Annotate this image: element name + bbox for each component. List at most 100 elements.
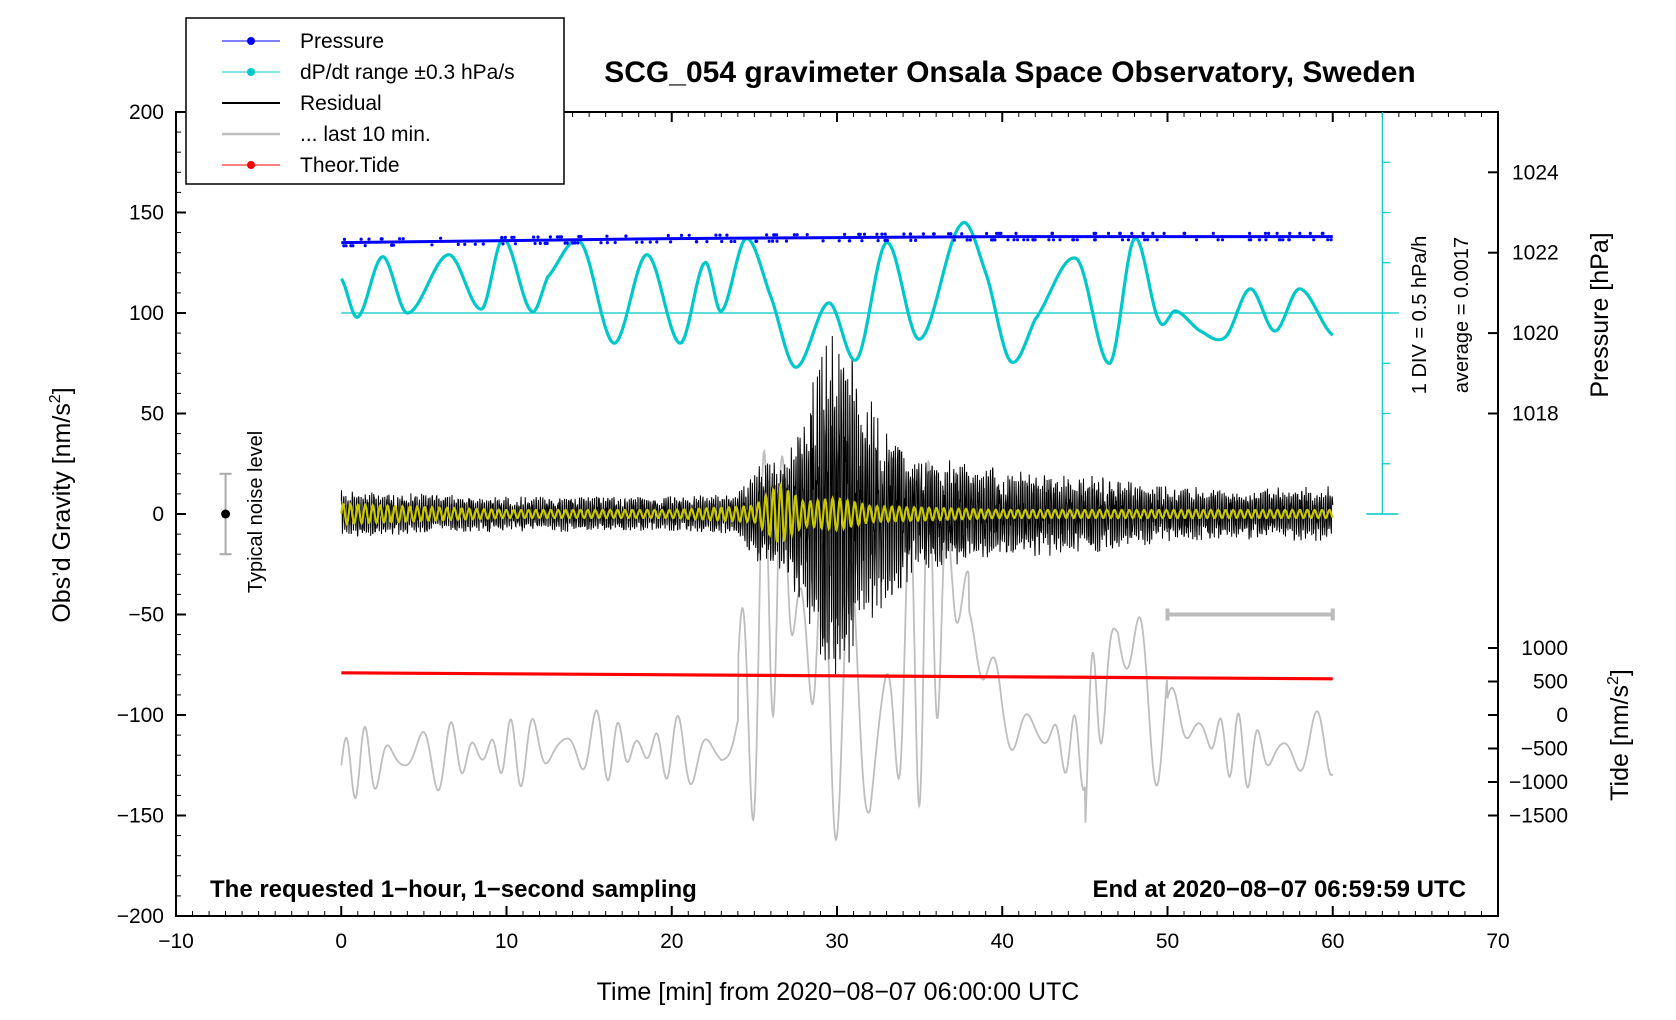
pressure-point xyxy=(729,239,733,244)
pressure-point xyxy=(1047,238,1051,242)
pressure-point xyxy=(1058,238,1062,242)
sampling-note: The requested 1−hour, 1−second sampling xyxy=(210,876,697,903)
legend-label: dP/dt range ±0.3 hPa/s xyxy=(300,61,515,84)
pressure-point xyxy=(1006,238,1010,242)
pressure-point xyxy=(503,235,507,239)
pressure-point xyxy=(1247,238,1251,242)
pressure-point xyxy=(985,231,989,236)
pressure-point xyxy=(666,233,670,238)
pressure-point xyxy=(754,239,758,243)
y-tick-label: 0 xyxy=(152,503,164,526)
pressure-point xyxy=(536,235,540,239)
series-pressure xyxy=(341,235,1333,245)
pressure-point xyxy=(1220,238,1225,242)
pressure-point xyxy=(909,238,913,242)
pressure-point xyxy=(949,232,953,236)
pressure-point xyxy=(720,239,724,244)
y-axis-label: Obs’d Gravity [nm/s2] xyxy=(47,387,76,622)
pressure-point xyxy=(500,235,504,240)
pressure-point xyxy=(1014,231,1018,235)
pressure-point xyxy=(1326,238,1330,242)
pressure-point xyxy=(875,232,879,236)
pressure-point xyxy=(1264,238,1268,242)
legend-marker xyxy=(247,37,255,45)
pressure-point xyxy=(1141,231,1145,235)
y-tick-label: 200 xyxy=(129,101,164,124)
pressure-point xyxy=(876,239,880,243)
pressure-point xyxy=(1130,231,1134,235)
legend-label: ... last 10 min. xyxy=(300,123,431,146)
pressure-point xyxy=(342,237,347,241)
pressure-point xyxy=(765,233,769,237)
pressure-point xyxy=(512,235,516,239)
pressure-point xyxy=(398,237,402,241)
legend-label: Pressure xyxy=(300,30,384,53)
pressure-point xyxy=(613,240,617,245)
pressure-point xyxy=(548,235,553,239)
legend: Pressure dP/dt range ±0.3 hPa/s Residual..… xyxy=(185,17,565,185)
legend-label: Residual xyxy=(300,92,382,115)
pressure-point xyxy=(577,234,581,239)
pressure-point xyxy=(1308,231,1312,235)
pressure-point xyxy=(1012,238,1016,242)
pressure-point xyxy=(695,240,699,244)
pressure-point xyxy=(883,232,887,236)
pressure-point xyxy=(775,239,779,243)
pressure-point xyxy=(351,244,355,248)
pressure-point xyxy=(555,235,560,239)
legend-box xyxy=(185,17,565,185)
pressure-point xyxy=(1093,238,1097,242)
pressure-point xyxy=(990,238,994,242)
pressure-point xyxy=(342,244,346,248)
pressure-point xyxy=(965,238,969,242)
pressure-point xyxy=(687,233,691,237)
pressure-point xyxy=(1211,231,1215,235)
pressure-point xyxy=(1288,231,1292,235)
pressure-point xyxy=(1329,238,1333,242)
pressure-point xyxy=(563,241,567,245)
pressure-point xyxy=(430,243,434,247)
legend-marker xyxy=(247,161,255,169)
x-tick-label: 50 xyxy=(1156,930,1179,953)
pressure-point xyxy=(767,239,771,243)
end-time-note: End at 2020−08−07 06:59:59 UTC xyxy=(1092,876,1466,903)
pressure-point xyxy=(605,234,609,238)
pressure-point xyxy=(1257,238,1261,242)
pressure-point xyxy=(1298,231,1302,235)
legend-marker xyxy=(247,68,255,76)
pressure-point xyxy=(463,242,467,246)
pressure-point xyxy=(1281,238,1285,242)
pressure-point xyxy=(999,231,1003,235)
y-tick-label: 150 xyxy=(129,202,164,225)
pressure-point xyxy=(1126,238,1130,242)
y-tick-label: 100 xyxy=(129,302,164,325)
tide-tick-label: 0 xyxy=(1556,704,1568,727)
pressure-point xyxy=(599,241,603,245)
legend-label: Theor.Tide xyxy=(300,154,400,177)
pressure-point xyxy=(1155,238,1159,242)
series-residual xyxy=(340,335,1334,675)
pressure-point xyxy=(1194,238,1199,242)
pressure-point xyxy=(538,241,542,245)
pressure-point xyxy=(1051,238,1056,242)
pressure-point xyxy=(902,232,906,236)
series-group xyxy=(219,112,1399,842)
pressure-point xyxy=(456,242,460,246)
pressure-point xyxy=(952,238,956,242)
pressure-point xyxy=(1015,238,1020,242)
pressure-point xyxy=(858,232,862,236)
pressure-point xyxy=(367,237,371,241)
pressure-point xyxy=(860,239,864,243)
pressure-point xyxy=(1106,231,1111,235)
pressure-point xyxy=(545,241,549,245)
pressure-point xyxy=(837,239,841,243)
pressure-point xyxy=(947,232,951,236)
pressure-point xyxy=(624,234,628,238)
pressure-point xyxy=(1248,231,1252,235)
pressure-point xyxy=(679,233,684,237)
y-tick-label: −50 xyxy=(128,604,164,627)
tide-axis-label: Tide [nm/s2] xyxy=(1605,669,1634,801)
pressure-point xyxy=(1312,238,1316,242)
pressure-point xyxy=(1320,231,1324,235)
pressure-point xyxy=(805,233,809,237)
